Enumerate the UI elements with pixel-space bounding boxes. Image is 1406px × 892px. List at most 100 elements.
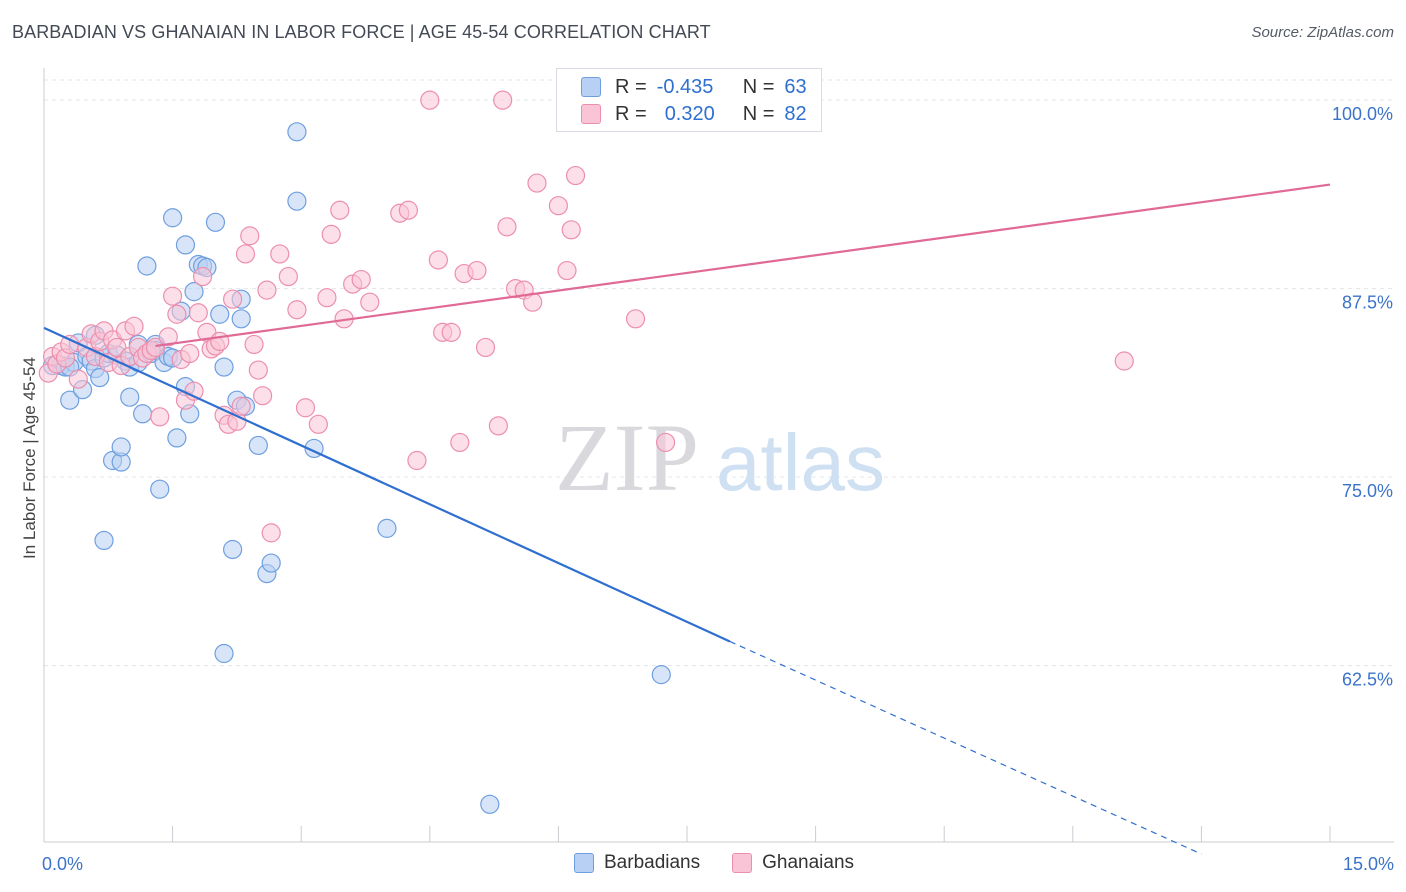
barbadians-point <box>163 208 183 228</box>
legend-r-label: R = <box>615 102 647 125</box>
ghanaians-point <box>163 286 183 306</box>
y-tick-label: 87.5% <box>1342 293 1393 313</box>
ghanaians-point <box>428 250 448 270</box>
ghanaians-point <box>360 292 380 312</box>
ghanaians-point <box>467 260 487 281</box>
source-label: Source: ZipAtlas.com <box>1251 24 1394 41</box>
ghanaians-point <box>270 244 290 264</box>
ghanaians-point <box>68 369 88 389</box>
barbadians-trend-extension <box>729 640 1202 855</box>
ghanaians-point <box>158 327 178 347</box>
ghanaians-point <box>420 90 440 110</box>
ghanaians-point <box>548 196 569 216</box>
ghanaians-point <box>60 334 80 355</box>
trend-lines <box>43 183 1331 855</box>
ghanaians-point <box>231 396 251 416</box>
ghanaians-point <box>295 398 316 418</box>
ghanaians-point <box>278 266 298 287</box>
barbadians-point <box>205 212 226 232</box>
barbadians-trend-line <box>43 326 731 643</box>
barbadians-point <box>651 665 671 685</box>
legend-row-barbadians: R = -0.435 N = 63 <box>581 73 807 101</box>
y-axis-label: In Labor Force | Age 45-54 <box>20 357 39 559</box>
series-swatch-ghanaians <box>732 853 753 873</box>
ghanaians-point <box>398 200 418 220</box>
series-legend: Barbadians Ghanaians <box>574 852 886 874</box>
ghanaians-point <box>124 316 144 336</box>
barbadians-point <box>287 122 307 142</box>
barbadians-point <box>150 479 170 499</box>
ghanaians-point <box>248 360 268 380</box>
legend-row-ghanaians: R = 0.320 N = 82 <box>581 100 807 128</box>
ghanaians-point <box>475 337 496 358</box>
watermark-atlas: atlas <box>716 418 885 507</box>
series-legend-ghanaians: Ghanaians <box>732 852 854 874</box>
grid-lines <box>44 79 1394 667</box>
barbadians-point <box>175 235 196 255</box>
y-tick-label: 75.0% <box>1342 481 1393 501</box>
ghanaians-point <box>407 450 427 471</box>
ghanaians-point <box>261 523 281 543</box>
legend-r-value-barbadians: -0.435 <box>656 75 714 98</box>
ghanaians-point <box>145 337 166 358</box>
ghanaians-point <box>655 432 676 453</box>
x-tick-label: 15.0% <box>1343 854 1394 874</box>
ghanaians-point <box>287 300 307 320</box>
barbadians-point <box>111 437 131 457</box>
barbadians-point <box>137 256 157 276</box>
ghanaians-point <box>351 269 371 290</box>
ghanaians-point <box>235 244 256 264</box>
barbadians-point <box>480 794 500 814</box>
ghanaians-point <box>308 414 328 434</box>
series-label-barbadians: Barbadians <box>604 852 701 873</box>
ghanaians-point <box>257 280 277 300</box>
ghanaians-point <box>317 288 337 308</box>
ghanaians-point <box>193 266 213 287</box>
ghanaians-trend-line <box>155 183 1331 348</box>
ghanaians-point <box>253 386 273 406</box>
ghanaians-point <box>1114 351 1134 371</box>
barbadians-point <box>248 435 268 456</box>
barbadians-point <box>94 530 114 551</box>
y-tick-label: 100.0% <box>1332 104 1393 124</box>
legend-n-label: N = <box>742 102 775 125</box>
barbadians-point <box>90 367 110 388</box>
barbadians-point <box>261 553 281 573</box>
legend-n-value-barbadians: 63 <box>784 75 807 98</box>
legend-r-label: R = <box>615 75 647 98</box>
ghanaians-point <box>150 407 170 427</box>
ghanaians-point <box>565 165 586 186</box>
ghanaians-point <box>625 309 646 329</box>
ghanaians-point <box>167 304 187 324</box>
legend-swatch-ghanaians <box>581 104 601 124</box>
ghanaians-point <box>527 173 547 193</box>
barbadians-point <box>120 387 140 407</box>
barbadians-point <box>60 390 80 410</box>
barbadians-point <box>167 428 187 448</box>
x-tick-label: 0.0% <box>42 854 83 874</box>
barbadians-point <box>231 309 251 329</box>
ghanaians-point <box>561 220 581 240</box>
ghanaians-point <box>330 200 350 220</box>
ghanaians-point <box>210 331 230 352</box>
ghanaians-point <box>240 226 260 246</box>
ghanaians-points <box>38 90 1134 543</box>
barbadians-point <box>223 539 243 560</box>
barbadians-point <box>214 357 234 377</box>
ghanaians-point <box>557 260 577 281</box>
series-swatch-barbadians <box>574 853 594 873</box>
tick-labels: 100.0% 87.5% 75.0% 62.5% 0.0% 15.0% <box>42 104 1394 874</box>
legend-n-label: N = <box>742 75 775 98</box>
barbadians-point <box>184 282 204 302</box>
watermark: ZIP atlas <box>555 404 885 511</box>
legend-r-value-ghanaians: 0.320 <box>664 102 715 125</box>
legend-swatch-barbadians <box>581 77 601 97</box>
barbadians-point <box>132 404 153 424</box>
barbadians-point <box>214 643 234 664</box>
chart-title: BARBADIAN VS GHANAIAN IN LABOR FORCE | A… <box>12 22 711 42</box>
series-legend-barbadians: Barbadians <box>574 852 700 874</box>
ghanaians-point <box>450 432 470 453</box>
barbadians-point <box>377 518 397 538</box>
legend-n-value-ghanaians: 82 <box>784 102 807 125</box>
